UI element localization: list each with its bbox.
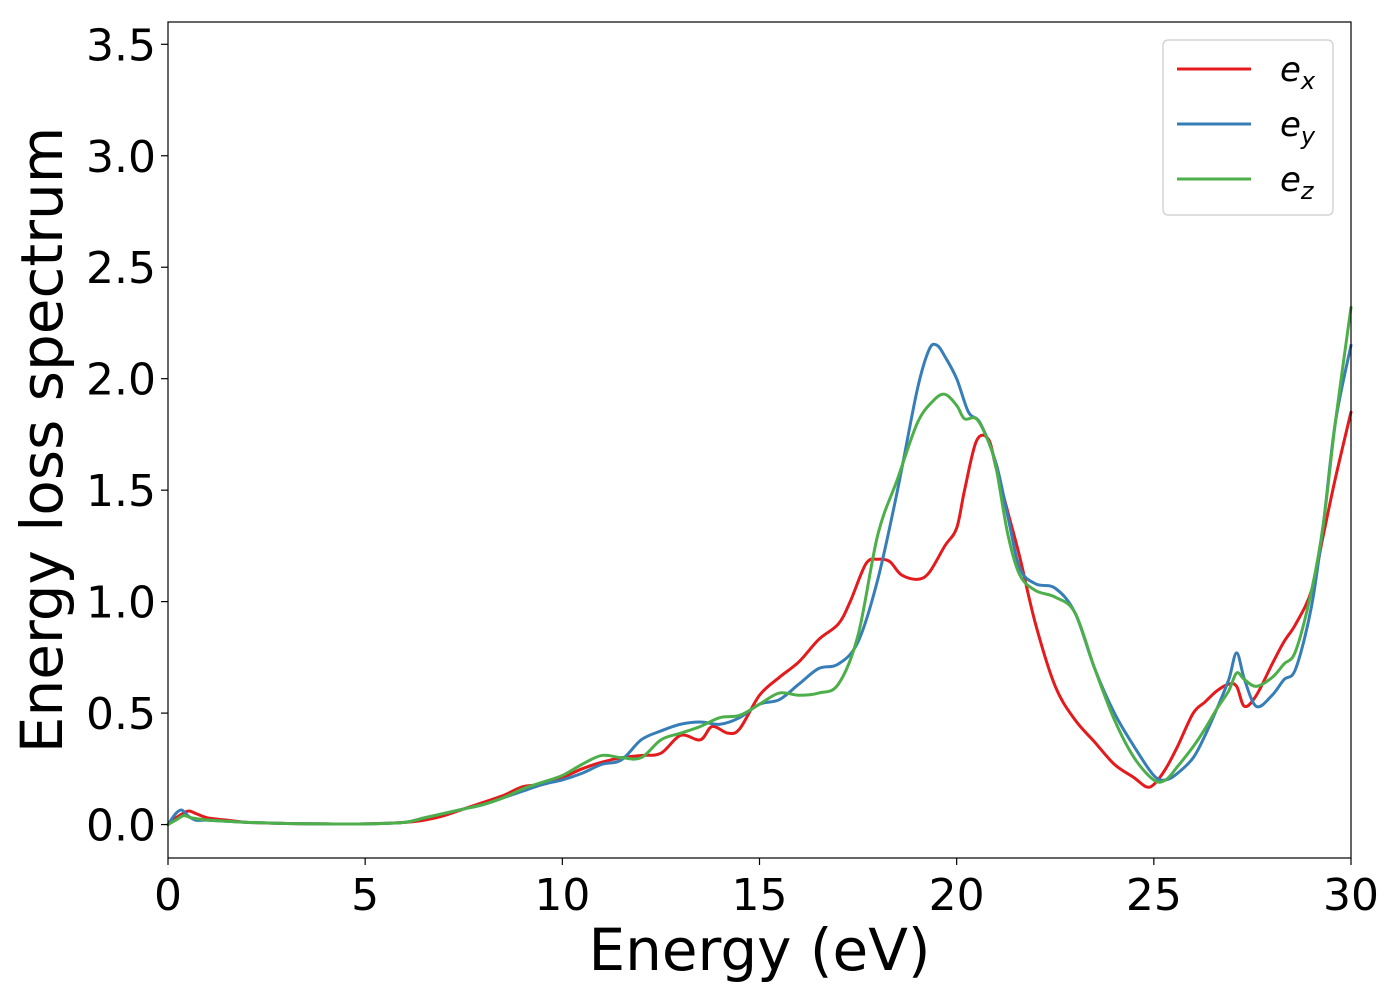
- x-tick-label: 15: [732, 870, 788, 921]
- y-tick-label: 1.0: [86, 578, 156, 629]
- series-line-z: [166, 305, 1353, 827]
- x-tick-label: 0: [154, 870, 182, 921]
- x-axis-label: Energy (eV): [588, 916, 930, 984]
- legend-label-x: ex: [1280, 50, 1316, 95]
- y-tick-label: 0.0: [86, 801, 156, 852]
- x-tick-label: 20: [929, 870, 985, 921]
- series-line-x: [166, 410, 1353, 827]
- series-layer: [166, 305, 1353, 827]
- y-tick-label: 2.0: [86, 355, 156, 406]
- y-axis-label: Energy loss spectrum: [8, 127, 76, 753]
- y-tick-label: 3.5: [86, 20, 156, 71]
- ticks-layer: 0 5 10 15 20 25 30 0.0 0.5 1.0 1.5 2.0 2.5 3.0 3.5: [86, 20, 1379, 921]
- x-tick-label: 5: [351, 870, 379, 921]
- y-tick-label: 0.5: [86, 689, 156, 740]
- legend: ex ey ez: [1162, 39, 1334, 216]
- legend-label-y: ey: [1280, 105, 1316, 150]
- legend-box: [1162, 39, 1334, 216]
- y-tick-label: 1.5: [86, 466, 156, 517]
- y-tick-label: 2.5: [86, 243, 156, 294]
- x-tick-label: 10: [534, 870, 590, 921]
- legend-label-z: ez: [1280, 160, 1315, 205]
- y-tick-label: 3.0: [86, 132, 156, 183]
- x-tick-label: 30: [1323, 870, 1379, 921]
- x-tick-label: 25: [1126, 870, 1182, 921]
